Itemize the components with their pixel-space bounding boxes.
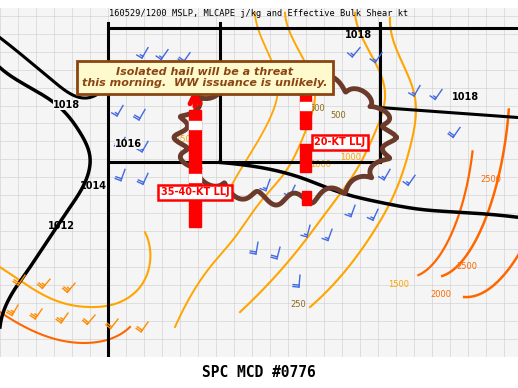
Text: 500: 500	[330, 111, 346, 120]
Bar	[300, 144, 311, 172]
Text: SPC MCD #0776: SPC MCD #0776	[202, 365, 316, 380]
Text: 250: 250	[290, 300, 306, 309]
Text: 1016: 1016	[115, 139, 142, 149]
Text: 2500: 2500	[456, 262, 477, 271]
Bar	[189, 158, 201, 202]
Bar	[189, 109, 201, 158]
Text: 1500: 1500	[175, 135, 196, 144]
Text: 20-KT LLJ: 20-KT LLJ	[314, 137, 366, 147]
Text: 1018: 1018	[345, 30, 372, 40]
Text: 1000: 1000	[340, 153, 361, 163]
Text: 250: 250	[258, 62, 274, 72]
Text: 1018: 1018	[53, 100, 80, 109]
Bar	[189, 202, 201, 227]
Text: 1014: 1014	[80, 181, 107, 191]
Text: 160529/1200 MSLP, MLCAPE j/kg and Effective Bulk Shear kt: 160529/1200 MSLP, MLCAPE j/kg and Effect…	[109, 9, 409, 18]
Bar	[300, 85, 311, 130]
Bar	[302, 191, 311, 205]
Text: 2500: 2500	[480, 175, 501, 184]
Bar	[189, 121, 201, 130]
Bar	[300, 102, 311, 109]
Text: 1012: 1012	[48, 221, 75, 231]
Text: 1500: 1500	[388, 280, 409, 289]
Text: 2000: 2000	[430, 290, 451, 299]
Text: Isolated hail will be a threat
this morning.  WW issuance is unlikely.: Isolated hail will be a threat this morn…	[82, 67, 328, 88]
Text: 1018: 1018	[452, 92, 479, 102]
Text: 500: 500	[309, 104, 325, 113]
Text: 35-40-KT LLJ: 35-40-KT LLJ	[161, 187, 229, 197]
Text: 1000: 1000	[310, 160, 331, 170]
Bar	[189, 174, 201, 182]
